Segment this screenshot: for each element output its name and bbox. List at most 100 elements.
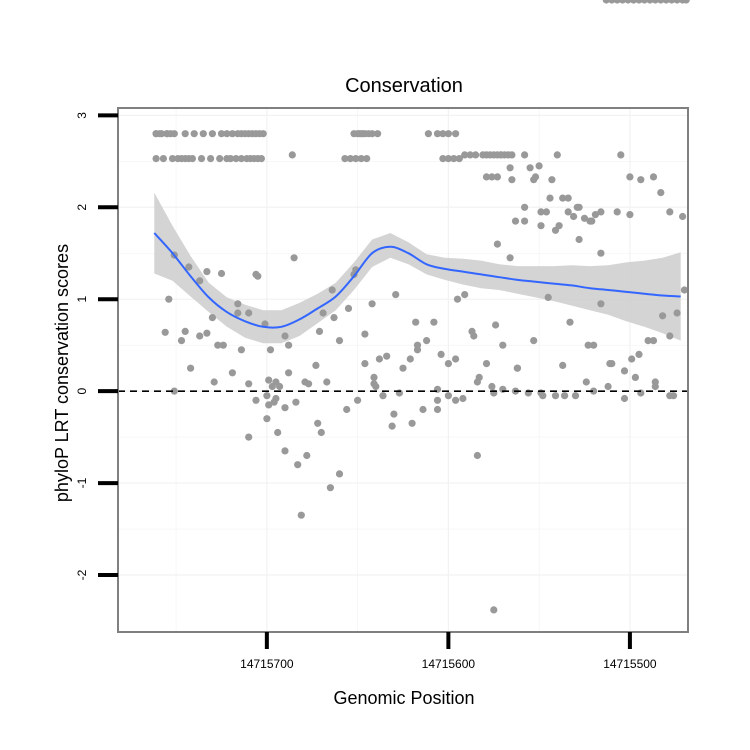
data-point (635, 350, 643, 358)
data-point (208, 130, 216, 138)
data-point (575, 203, 583, 211)
data-point (564, 208, 572, 216)
x-tick-label: 14715600 (422, 657, 476, 671)
data-point (619, 0, 627, 4)
x-tick-label: 14715500 (603, 657, 657, 671)
data-point (228, 369, 236, 377)
data-point (357, 155, 365, 163)
data-point (326, 484, 334, 492)
data-point (375, 355, 383, 363)
data-point (272, 394, 280, 403)
data-point (444, 155, 452, 163)
data-point (666, 208, 674, 216)
data-point (276, 382, 284, 391)
data-point (637, 176, 645, 184)
data-point (354, 396, 362, 404)
y-tick-label: 0 (75, 387, 89, 394)
data-point (546, 194, 554, 202)
data-point (535, 162, 543, 170)
data-point (196, 277, 204, 285)
data-point (564, 194, 572, 202)
data-point (679, 212, 687, 221)
data-point (315, 327, 324, 335)
data-point (245, 433, 253, 441)
data-point (199, 130, 207, 138)
data-point (559, 194, 567, 202)
data-point (482, 173, 491, 181)
data-point (586, 217, 594, 225)
data-point (430, 318, 438, 326)
data-point (379, 392, 387, 400)
data-point (626, 211, 634, 219)
data-point (263, 415, 271, 423)
data-point (328, 286, 336, 294)
data-point (530, 337, 538, 345)
data-point (555, 222, 563, 230)
data-point (168, 155, 177, 163)
y-tick-label: 1 (75, 296, 89, 303)
data-point (419, 405, 427, 414)
data-point (666, 332, 674, 340)
data-point (245, 380, 253, 388)
data-point (374, 130, 382, 138)
data-point (461, 151, 469, 159)
data-point (613, 0, 621, 4)
data-point (152, 155, 160, 163)
data-point (361, 330, 369, 338)
data-point (190, 130, 198, 138)
data-point (488, 173, 496, 181)
data-point (158, 130, 166, 138)
y-tick-label: 2 (75, 204, 89, 211)
data-point (439, 130, 447, 138)
data-point (470, 332, 478, 340)
data-point (335, 470, 344, 478)
data-point (624, 0, 632, 4)
data-point (335, 337, 344, 345)
confidence-band-area (154, 192, 681, 344)
data-point (317, 428, 325, 437)
data-point (629, 0, 638, 4)
data-point (673, 309, 681, 317)
y-tick-label: -1 (75, 477, 89, 488)
data-point (526, 164, 534, 172)
smooth-trend-line (153, 232, 681, 329)
data-point (537, 222, 545, 230)
data-point (631, 373, 640, 381)
data-point (492, 321, 500, 329)
data-point (452, 355, 460, 363)
data-point (450, 155, 458, 163)
data-point (542, 208, 551, 216)
data-point (659, 312, 667, 320)
data-point (413, 341, 422, 349)
data-point (461, 291, 469, 299)
data-point (165, 295, 173, 303)
data-point (226, 155, 235, 163)
data-point (152, 130, 160, 138)
data-point (285, 369, 293, 377)
data-point (657, 189, 665, 197)
data-point (666, 392, 674, 400)
data-point (608, 0, 616, 4)
data-point (208, 314, 216, 322)
data-point (482, 360, 491, 368)
data-point (312, 361, 320, 369)
data-point (383, 352, 391, 360)
data-point (363, 155, 371, 163)
data-point (223, 130, 231, 138)
data-point (303, 451, 311, 460)
data-point (263, 392, 271, 400)
data-point (580, 214, 589, 222)
data-point (508, 151, 516, 159)
data-point (368, 300, 376, 308)
data-point (490, 606, 498, 614)
data-point (499, 341, 507, 349)
data-point (646, 0, 654, 4)
data-point (314, 419, 322, 427)
data-point (673, 0, 681, 4)
data-point (433, 396, 442, 404)
data-point (352, 155, 360, 163)
data-point (216, 155, 224, 163)
data-point (590, 341, 598, 349)
data-point (628, 355, 636, 363)
